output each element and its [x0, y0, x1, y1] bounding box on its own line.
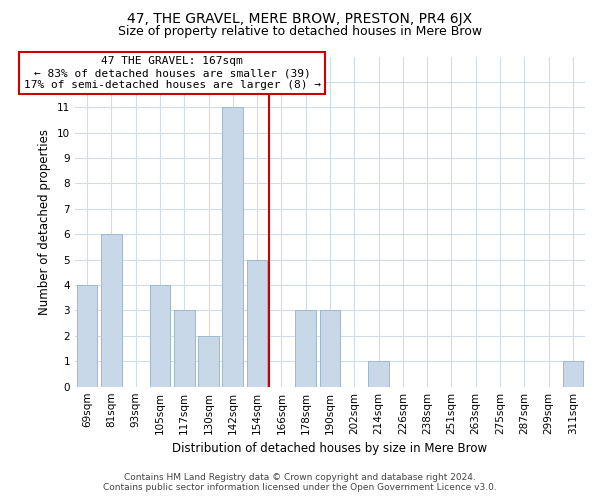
Text: 47 THE GRAVEL: 167sqm
← 83% of detached houses are smaller (39)
17% of semi-deta: 47 THE GRAVEL: 167sqm ← 83% of detached … — [23, 56, 320, 90]
Bar — [101, 234, 122, 386]
Bar — [320, 310, 340, 386]
X-axis label: Distribution of detached houses by size in Mere Brow: Distribution of detached houses by size … — [172, 442, 488, 455]
Bar — [247, 260, 268, 386]
Bar — [295, 310, 316, 386]
Bar — [174, 310, 194, 386]
Bar — [223, 108, 243, 386]
Text: Contains HM Land Registry data © Crown copyright and database right 2024.
Contai: Contains HM Land Registry data © Crown c… — [103, 473, 497, 492]
Text: 47, THE GRAVEL, MERE BROW, PRESTON, PR4 6JX: 47, THE GRAVEL, MERE BROW, PRESTON, PR4 … — [127, 12, 473, 26]
Text: Size of property relative to detached houses in Mere Brow: Size of property relative to detached ho… — [118, 25, 482, 38]
Bar — [77, 285, 97, 386]
Bar — [563, 362, 583, 386]
Bar — [198, 336, 219, 386]
Bar — [368, 362, 389, 386]
Y-axis label: Number of detached properties: Number of detached properties — [38, 128, 51, 314]
Bar — [149, 285, 170, 386]
